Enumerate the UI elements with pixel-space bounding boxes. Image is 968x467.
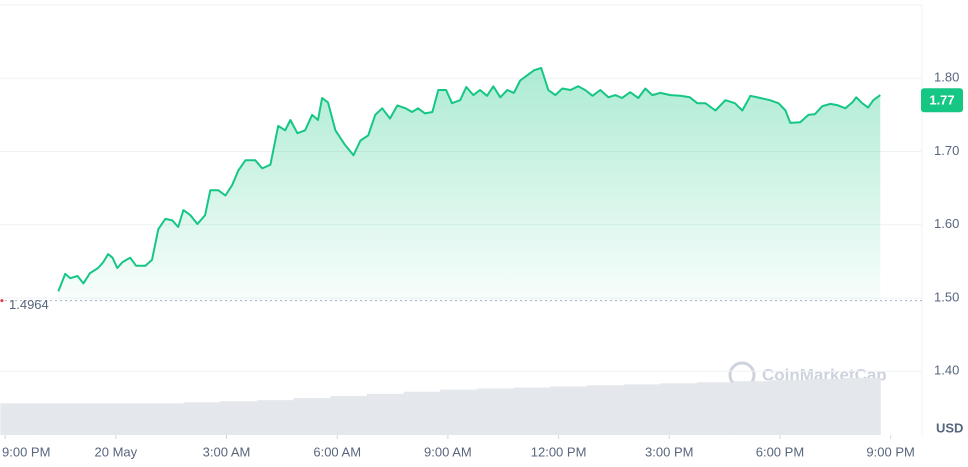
reference-label: 1.4964 [9, 297, 49, 312]
price-line [57, 67, 881, 292]
volume-bar [330, 395, 368, 435]
volume-bar [843, 378, 881, 435]
volume-bar [366, 393, 405, 435]
volume-bar [806, 379, 845, 435]
x-tick-label: 3:00 AM [203, 444, 251, 459]
volume-bar [550, 386, 588, 435]
x-tick-label: 6:00 AM [313, 444, 361, 459]
area-fill [58, 68, 881, 301]
volume-bar [513, 387, 551, 435]
volume-bar [403, 391, 441, 435]
volume-bar [696, 382, 735, 435]
volume-bar [110, 403, 148, 435]
volume-bar [256, 400, 295, 435]
y-tick-label: 1.70 [934, 143, 959, 158]
x-tick-label: 6:00 PM [756, 444, 804, 459]
volume-bar [476, 388, 515, 435]
currency-label: USD [936, 420, 963, 435]
volume-bar [770, 380, 808, 435]
volume-bar [0, 403, 38, 435]
x-tick-label: 9:00 PM [2, 444, 50, 459]
x-tick-label: 20 May [95, 444, 138, 459]
price-tag-label: 1.77 [929, 93, 954, 108]
x-tick-label: 9:00 PM [866, 444, 914, 459]
volume-bar [183, 402, 221, 435]
volume-bar [440, 389, 478, 435]
y-tick-label: 1.40 [934, 363, 959, 378]
volume-bar [36, 403, 75, 435]
y-tick-label: 1.80 [934, 70, 959, 85]
y-tick-label: 1.60 [934, 216, 959, 231]
volume-bar [733, 381, 771, 435]
x-tick-label: 3:00 PM [645, 444, 693, 459]
reference-dot [0, 299, 4, 303]
volume-bar [146, 403, 185, 435]
x-tick-label: 12:00 PM [531, 444, 587, 459]
y-tick-label: 1.50 [934, 289, 959, 304]
x-tick-label: 9:00 AM [424, 444, 472, 459]
price-tag-box [921, 88, 963, 113]
volume-bar [293, 398, 331, 435]
volume-bar [73, 403, 111, 435]
volume-bar [623, 384, 661, 435]
volume-bar [660, 383, 698, 435]
volume-bar [220, 401, 258, 435]
volume-bar [586, 385, 625, 435]
